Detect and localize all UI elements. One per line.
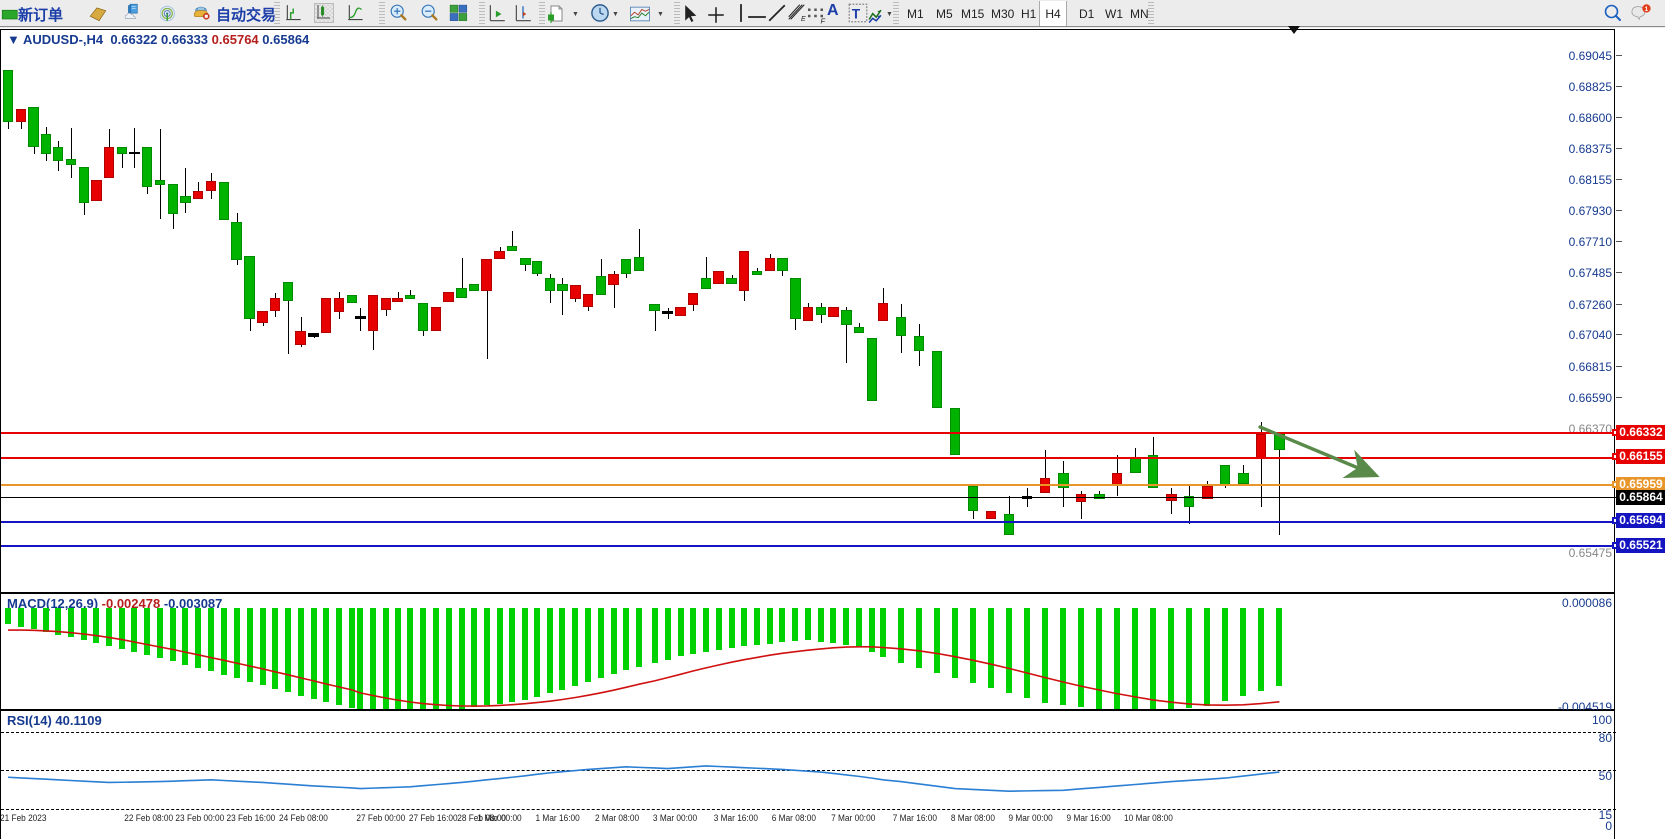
- svg-text:E: E: [801, 16, 806, 22]
- svg-text:T: T: [852, 7, 861, 22]
- svg-text:F: F: [821, 17, 826, 26]
- svg-text:1: 1: [1645, 6, 1649, 13]
